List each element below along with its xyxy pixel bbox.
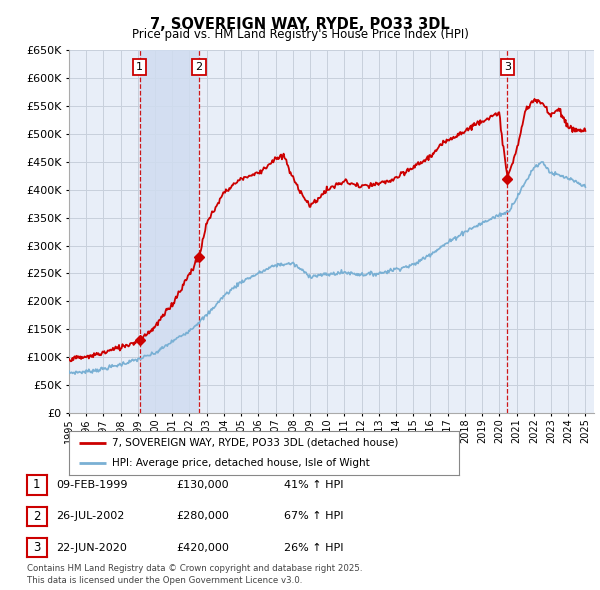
- Text: 26-JUL-2002: 26-JUL-2002: [56, 512, 124, 521]
- Text: 2: 2: [196, 62, 203, 72]
- Text: £280,000: £280,000: [176, 512, 229, 521]
- Text: Contains HM Land Registry data © Crown copyright and database right 2025.
This d: Contains HM Land Registry data © Crown c…: [27, 565, 362, 585]
- Text: 67% ↑ HPI: 67% ↑ HPI: [284, 512, 343, 521]
- Text: 7, SOVEREIGN WAY, RYDE, PO33 3DL (detached house): 7, SOVEREIGN WAY, RYDE, PO33 3DL (detach…: [112, 438, 398, 448]
- Text: 1: 1: [136, 62, 143, 72]
- Text: 1: 1: [33, 478, 41, 491]
- Text: 09-FEB-1999: 09-FEB-1999: [56, 480, 127, 490]
- Text: 3: 3: [33, 541, 41, 554]
- Text: £130,000: £130,000: [176, 480, 229, 490]
- Text: 22-JUN-2020: 22-JUN-2020: [56, 543, 127, 552]
- Text: £420,000: £420,000: [176, 543, 229, 552]
- Text: Price paid vs. HM Land Registry's House Price Index (HPI): Price paid vs. HM Land Registry's House …: [131, 28, 469, 41]
- Text: 26% ↑ HPI: 26% ↑ HPI: [284, 543, 343, 552]
- Text: 3: 3: [504, 62, 511, 72]
- Text: HPI: Average price, detached house, Isle of Wight: HPI: Average price, detached house, Isle…: [112, 458, 370, 468]
- Text: 41% ↑ HPI: 41% ↑ HPI: [284, 480, 343, 490]
- Bar: [140, 50, 199, 413]
- Text: 7, SOVEREIGN WAY, RYDE, PO33 3DL: 7, SOVEREIGN WAY, RYDE, PO33 3DL: [150, 17, 450, 31]
- Text: 2: 2: [33, 510, 41, 523]
